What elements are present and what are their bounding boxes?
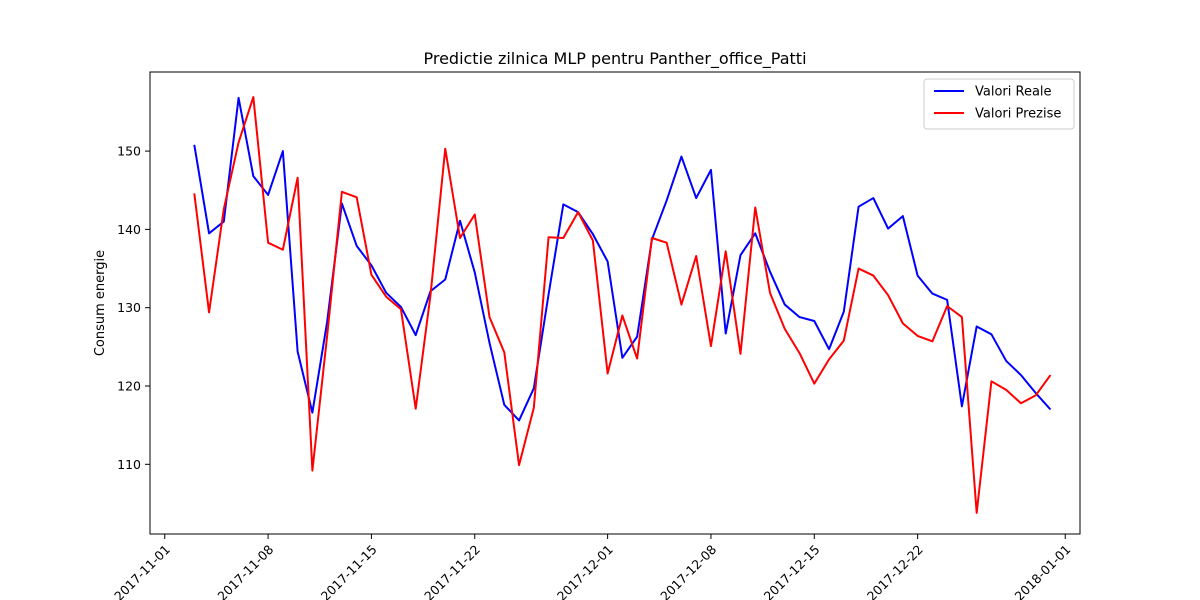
y-tick-label: 130 xyxy=(117,300,141,315)
y-tick-label: 150 xyxy=(117,144,141,159)
legend-label-reale: Valori Reale xyxy=(975,85,1052,100)
legend: Valori Reale Valori Prezise xyxy=(923,78,1075,130)
plot-area xyxy=(193,96,1052,514)
legend-label-prezise: Valori Prezise xyxy=(975,107,1061,122)
y-axis-label: Consum energie xyxy=(93,250,108,356)
y-axis: 110 120 130 140 150 xyxy=(117,144,150,472)
y-tick-label: 110 xyxy=(117,457,141,472)
y-tick-label: 120 xyxy=(117,379,141,394)
series-line-prezise xyxy=(193,96,1052,514)
chart-title: Predictie zilnica MLP pentru Panther_off… xyxy=(423,49,806,69)
y-tick-label: 140 xyxy=(117,222,141,237)
plot-frame xyxy=(149,71,1081,535)
